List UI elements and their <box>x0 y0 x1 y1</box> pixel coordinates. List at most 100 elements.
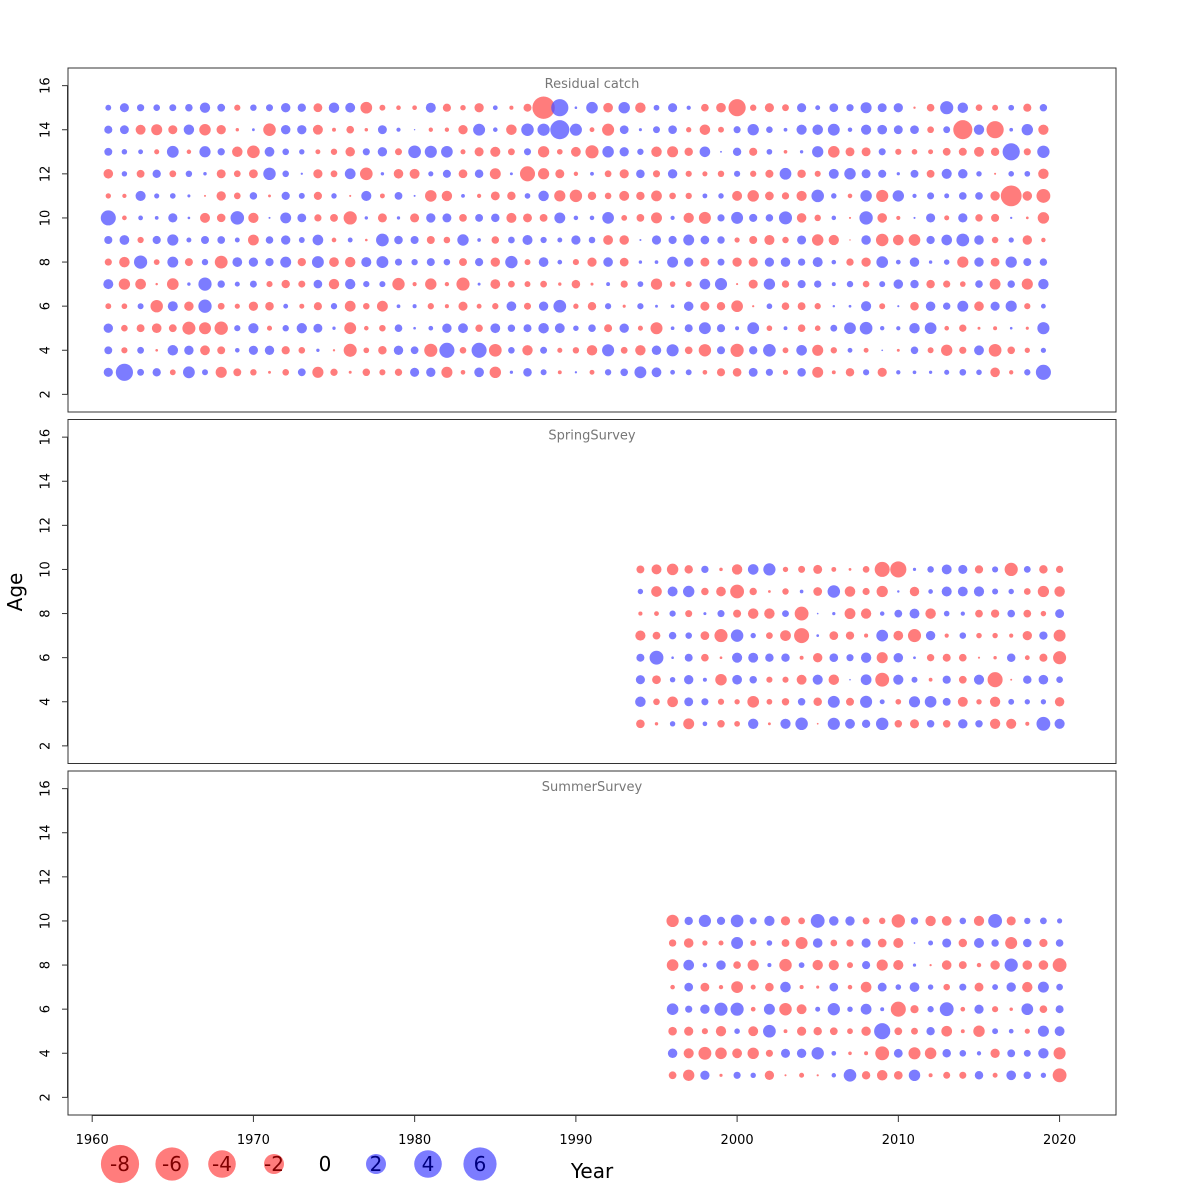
residual-bubble <box>1052 1068 1067 1083</box>
residual-bubble <box>1025 216 1029 220</box>
residual-bubble <box>312 124 323 135</box>
legend-label: -4 <box>212 1152 232 1176</box>
residual-bubble <box>135 124 146 135</box>
residual-bubble <box>974 235 984 245</box>
residual-bubble <box>977 326 981 330</box>
residual-bubble <box>778 211 793 225</box>
residual-bubble <box>926 235 935 245</box>
residual-bubble <box>861 235 871 245</box>
residual-bubble <box>169 104 177 112</box>
residual-bubble <box>651 345 662 356</box>
residual-bubble <box>428 171 434 177</box>
residual-bubble <box>537 146 550 158</box>
residual-bubble <box>1039 653 1048 662</box>
residual-bubble <box>182 321 196 335</box>
residual-bubble <box>413 326 416 330</box>
residual-bubble <box>217 236 226 244</box>
residual-bubble <box>911 1027 918 1035</box>
residual-bubble <box>359 167 373 181</box>
residual-bubble <box>588 236 596 244</box>
x-tick-label: 2010 <box>882 1133 915 1148</box>
residual-bubble <box>910 279 919 289</box>
legend-label: -6 <box>162 1152 182 1176</box>
residual-bubble <box>991 939 999 947</box>
residual-bubble <box>651 190 662 202</box>
residual-bubble <box>1006 653 1016 662</box>
residual-bubble <box>620 280 628 288</box>
residual-bubble <box>875 1046 890 1061</box>
residual-bubble <box>200 212 210 223</box>
residual-bubble <box>1024 1028 1030 1034</box>
residual-bubble <box>829 653 839 663</box>
residual-bubble <box>199 123 211 136</box>
residual-bubble <box>944 369 950 375</box>
residual-bubble <box>959 632 967 639</box>
residual-bubble <box>155 348 159 352</box>
residual-bubble <box>896 172 900 176</box>
residual-bubble <box>831 1050 837 1056</box>
residual-bubble <box>975 280 983 288</box>
residual-bubble <box>780 257 791 267</box>
residual-bubble <box>794 606 809 621</box>
residual-bubble <box>845 147 855 157</box>
residual-bubble <box>941 960 952 970</box>
residual-bubble <box>234 303 240 309</box>
residual-bubble <box>1021 124 1033 136</box>
y-tick-label: 2 <box>39 390 54 398</box>
residual-bubble <box>670 369 675 375</box>
residual-bubble <box>532 96 555 119</box>
residual-bubble <box>669 721 676 727</box>
residual-bubble <box>1010 678 1013 681</box>
residual-bubble <box>846 939 854 947</box>
legend-bubble <box>155 1147 189 1181</box>
residual-bubble <box>154 216 159 220</box>
residual-bubble <box>928 370 933 374</box>
residual-bubble <box>427 303 434 310</box>
residual-bubble <box>796 674 807 685</box>
residual-bubble <box>217 103 226 112</box>
residual-bubble <box>248 323 259 334</box>
residual-bubble <box>910 917 919 925</box>
residual-bubble <box>331 193 337 199</box>
residual-bubble <box>1008 1028 1014 1034</box>
residual-bubble <box>748 718 759 729</box>
residual-bubble <box>1040 347 1047 353</box>
residual-bubble <box>893 630 904 641</box>
residual-bubble <box>1023 938 1032 948</box>
residual-bubble <box>876 652 888 664</box>
residual-bubble <box>719 567 723 572</box>
residual-bubble <box>248 345 258 355</box>
residual-bubble <box>651 235 662 245</box>
residual-bubble <box>1023 1071 1032 1080</box>
residual-bubble <box>590 282 594 286</box>
residual-bubble <box>619 235 629 245</box>
residual-bubble <box>959 1071 967 1079</box>
residual-bubble <box>766 632 773 639</box>
residual-bubble <box>133 255 148 269</box>
bubbles <box>666 913 1067 1083</box>
residual-bubble <box>413 129 416 131</box>
residual-bubble <box>103 367 113 377</box>
residual-bubble <box>874 561 890 577</box>
residual-bubble <box>619 147 629 157</box>
residual-bubble <box>764 608 775 619</box>
residual-bubble <box>927 984 934 990</box>
residual-bubble <box>540 236 547 244</box>
residual-bubble <box>1054 697 1065 707</box>
residual-bubble <box>135 190 146 201</box>
residual-bubble <box>198 277 212 291</box>
residual-bubble <box>702 962 708 968</box>
residual-bubble <box>750 1006 756 1012</box>
residual-bubble <box>843 1068 857 1082</box>
residual-bubble <box>799 655 804 660</box>
residual-bubble <box>861 169 871 179</box>
residual-bubble <box>959 917 967 925</box>
residual-bubble <box>363 347 370 354</box>
residual-bubble <box>426 258 435 267</box>
residual-bubble <box>538 257 549 267</box>
residual-bubble <box>636 214 645 222</box>
residual-bubble <box>714 278 728 291</box>
x-axis-label: Year <box>570 1159 614 1183</box>
y-tick-label: 14 <box>39 473 54 490</box>
residual-bubble <box>913 656 916 660</box>
